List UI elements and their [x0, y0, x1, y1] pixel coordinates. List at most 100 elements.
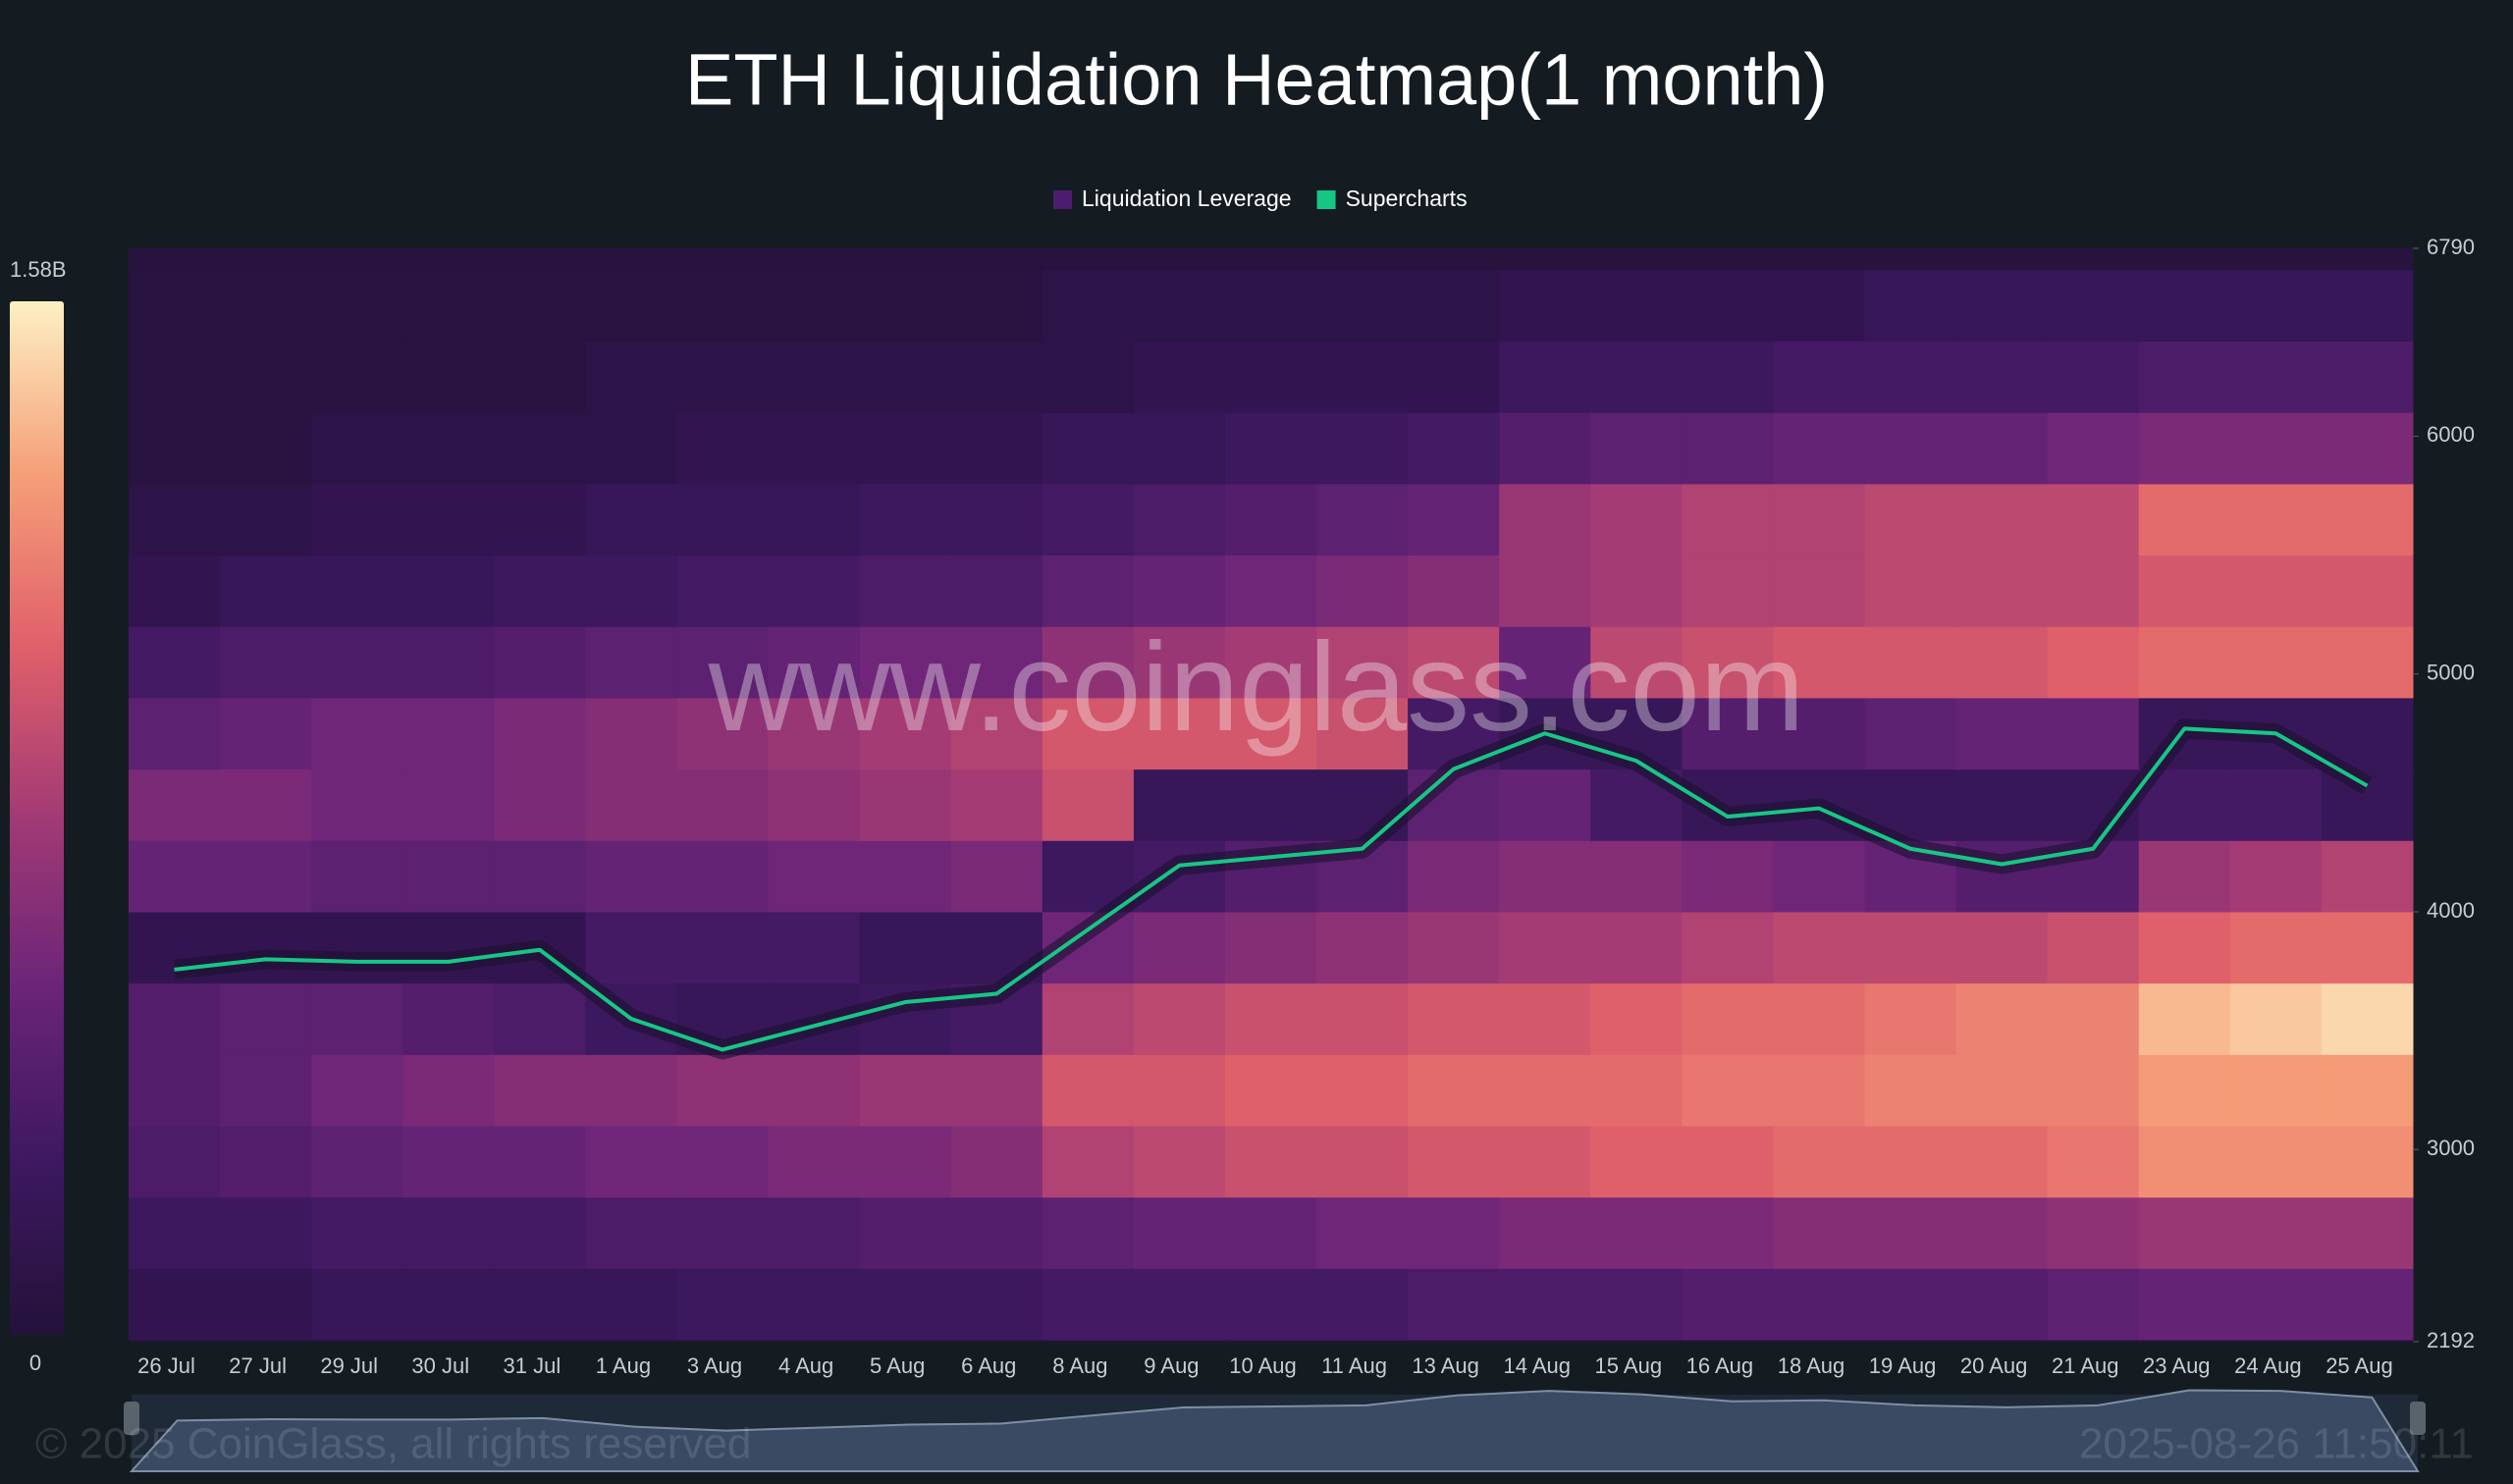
- heat-cell: [768, 1126, 861, 1198]
- heat-cell: [1133, 1196, 1226, 1269]
- heat-cell: [129, 555, 221, 627]
- heat-cell: [2321, 483, 2414, 556]
- heat-cell: [402, 483, 495, 556]
- heat-cell: [1499, 1126, 1591, 1198]
- heat-cell: [220, 269, 312, 342]
- heat-cell: [220, 768, 312, 841]
- heat-cell: [220, 911, 312, 984]
- heat-cell: [129, 483, 221, 556]
- heat-cell: [1590, 555, 1683, 627]
- x-tick-label: 6 Aug: [961, 1353, 1016, 1378]
- heat-cell: [768, 697, 861, 770]
- heat-cell: [1864, 626, 1957, 699]
- heat-cell: [2321, 341, 2414, 413]
- heat-cell: [2229, 555, 2323, 627]
- heat-cell: [1316, 982, 1409, 1055]
- heat-cell: [1955, 1196, 2049, 1269]
- heat-cell: [1042, 626, 1135, 699]
- heat-cell: [2321, 911, 2414, 984]
- heat-cell: [2047, 697, 2140, 770]
- navigator-handle[interactable]: [2410, 1402, 2426, 1435]
- heat-cell: [950, 1196, 1043, 1269]
- heat-cell: [1682, 483, 1774, 556]
- heat-cell: [494, 626, 586, 699]
- heat-cell: [950, 412, 1043, 485]
- heat-cell: [1864, 483, 1957, 556]
- heat-cell: [950, 248, 1043, 271]
- heat-cell: [2047, 555, 2140, 627]
- heat-cell: [1590, 1268, 1683, 1341]
- heat-cell: [950, 1054, 1043, 1127]
- heat-cell: [1499, 626, 1591, 699]
- legend-label: Liquidation Leverage: [1082, 186, 1292, 211]
- x-tick-label: 19 Aug: [1869, 1353, 1937, 1378]
- heat-cell: [1499, 1054, 1591, 1127]
- heat-cell: [2229, 911, 2323, 984]
- heat-cell: [2047, 626, 2140, 699]
- heat-cell: [494, 483, 586, 556]
- heat-cell: [1773, 911, 1866, 984]
- heat-cell: [402, 697, 495, 770]
- heat-cell: [1133, 982, 1226, 1055]
- heat-cell: [2229, 626, 2323, 699]
- heat-cell: [2229, 1054, 2323, 1127]
- heat-cell: [402, 1268, 495, 1341]
- heat-cell: [585, 911, 677, 984]
- heat-cell: [676, 248, 770, 271]
- heat-cell: [1773, 483, 1866, 556]
- heat-cell: [1042, 483, 1135, 556]
- heat-cell: [1499, 341, 1591, 413]
- heat-cell: [1773, 1196, 1866, 1269]
- heat-cell: [1042, 269, 1135, 342]
- heat-cell: [1864, 248, 1957, 271]
- heat-cell: [220, 1268, 312, 1341]
- x-tick-label: 15 Aug: [1595, 1353, 1663, 1378]
- navigator: [124, 1389, 2426, 1472]
- heat-cell: [1955, 483, 2049, 556]
- heat-cell: [2321, 982, 2414, 1055]
- heat-cell: [859, 1126, 952, 1198]
- navigator-handle[interactable]: [124, 1402, 139, 1435]
- heat-cell: [1773, 555, 1866, 627]
- heat-cell: [768, 341, 861, 413]
- heat-cell: [1133, 412, 1226, 485]
- heat-cell: [1133, 341, 1226, 413]
- heat-cell: [1499, 982, 1591, 1055]
- x-tick-label: 1 Aug: [596, 1353, 651, 1378]
- heat-cell: [2047, 1268, 2140, 1341]
- heat-cell: [859, 626, 952, 699]
- heat-cell: [768, 1268, 861, 1341]
- heat-cell: [1955, 269, 2049, 342]
- heat-cell: [1133, 911, 1226, 984]
- heat-cell: [585, 341, 677, 413]
- heat-cell: [2138, 626, 2231, 699]
- heat-cell: [2321, 840, 2414, 913]
- heat-cell: [676, 626, 770, 699]
- heat-cell: [220, 412, 312, 485]
- heat-cell: [859, 1268, 952, 1341]
- heat-cell: [494, 768, 586, 841]
- heat-cell: [1590, 840, 1683, 913]
- heat-cell: [1590, 1196, 1683, 1269]
- heat-cell: [1042, 768, 1135, 841]
- x-tick-label: 3 Aug: [687, 1353, 742, 1378]
- heat-cell: [1408, 840, 1500, 913]
- heat-cell: [129, 1126, 221, 1198]
- heat-cell: [768, 840, 861, 913]
- heat-cell: [1955, 626, 2049, 699]
- heat-cell: [1590, 412, 1683, 485]
- heat-cell: [585, 483, 677, 556]
- heat-cell: [494, 1268, 586, 1341]
- heat-cell: [676, 911, 770, 984]
- heat-cell: [1133, 248, 1226, 271]
- heat-cell: [950, 341, 1043, 413]
- heat-cell: [311, 768, 403, 841]
- legend-swatch: [1316, 190, 1336, 209]
- legend-swatch: [1053, 190, 1072, 209]
- heat-cell: [1408, 982, 1500, 1055]
- heat-cell: [402, 1126, 495, 1198]
- heat-cell: [2138, 341, 2231, 413]
- heat-cell: [676, 269, 770, 342]
- heat-cell: [1682, 412, 1774, 485]
